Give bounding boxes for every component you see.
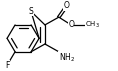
- Text: O: O: [68, 20, 74, 29]
- Text: O: O: [64, 1, 70, 10]
- Text: S: S: [29, 7, 34, 16]
- Text: NH$_2$: NH$_2$: [59, 52, 75, 64]
- Text: CH$_3$: CH$_3$: [85, 20, 100, 30]
- Text: F: F: [5, 61, 9, 70]
